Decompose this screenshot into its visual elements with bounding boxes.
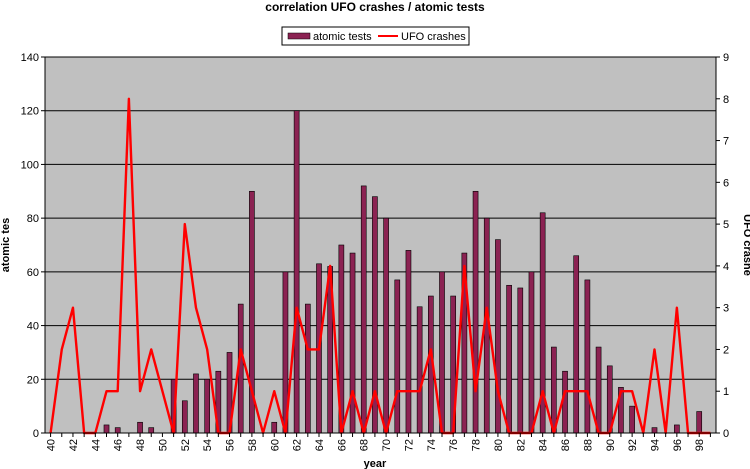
y-tick-label-40: 40: [27, 321, 39, 333]
x-tick-label-48: 48: [135, 439, 147, 451]
y2-tick-label-7: 7: [723, 136, 729, 148]
x-tick-label-94: 94: [649, 439, 661, 451]
bar-96: [674, 424, 680, 434]
x-tick-label-72: 72: [403, 439, 415, 451]
x-tick-label-50: 50: [157, 439, 169, 451]
x-tick-label-66: 66: [336, 439, 348, 451]
x-tick-label-92: 92: [627, 439, 639, 451]
x-tick-label-84: 84: [538, 439, 550, 451]
y2-tick-label-8: 8: [723, 94, 729, 106]
bar-85: [551, 346, 557, 434]
x-tick-label-88: 88: [582, 439, 594, 451]
x-tick-label-76: 76: [448, 439, 460, 451]
y2-tick-label-1: 1: [723, 386, 729, 398]
bar-94: [651, 427, 658, 434]
y2-axis-title: UFO crashe: [741, 214, 750, 276]
bar-88: [584, 279, 591, 434]
legend-label-ufo-crashes: UFO crashes: [401, 31, 466, 43]
legend-label-atomic-tests: atomic tests: [313, 31, 372, 43]
x-tick-label-82: 82: [515, 439, 527, 451]
plot-area: [44, 56, 717, 434]
x-tick-label-80: 80: [493, 439, 505, 451]
bar-46: [114, 427, 121, 434]
y2-tick-label-2: 2: [723, 344, 729, 356]
y2-tick-label-3: 3: [723, 303, 729, 315]
bar-63: [304, 303, 311, 434]
x-tick-label-54: 54: [202, 439, 214, 451]
bar-83: [528, 271, 535, 434]
x-tick-label-86: 86: [560, 439, 572, 451]
y2-tick-label-5: 5: [723, 219, 729, 231]
x-tick-label-78: 78: [471, 439, 483, 451]
y2-tick-label-0: 0: [723, 428, 729, 440]
x-tick-label-90: 90: [605, 439, 617, 451]
y-tick-label-100: 100: [21, 159, 39, 171]
legend-box: [281, 26, 470, 46]
y-tick-label-140: 140: [21, 52, 39, 64]
bar-73: [416, 306, 423, 434]
x-tick-label-56: 56: [225, 439, 237, 451]
x-tick-label-58: 58: [247, 439, 259, 451]
x-axis-title: year: [364, 458, 387, 469]
x-axis-ticks: 40 42 44 46 48 50 52 54 56 58 60 62 64 66 68 70 72 74 76 78…: [46, 433, 711, 451]
x-tick-label-46: 46: [113, 439, 125, 451]
y2-tick-label-4: 4: [723, 261, 729, 273]
bar-45: [103, 424, 110, 434]
bar-89: [595, 346, 602, 434]
bar-54: [204, 378, 210, 434]
y-axis-ticks: 0 20 40 60 80 100 120 140: [21, 52, 45, 440]
bar-71: [394, 279, 401, 434]
bar-87: [573, 255, 580, 434]
bar-62: [293, 110, 300, 434]
x-tick-label-98: 98: [694, 439, 706, 451]
bar-70: [383, 217, 389, 434]
x-tick-label-42: 42: [68, 439, 80, 451]
x-tick-label-74: 74: [426, 439, 438, 451]
y-tick-label-20: 20: [27, 374, 39, 386]
bar-81: [506, 284, 512, 434]
y2-tick-label-9: 9: [723, 52, 729, 64]
y-tick-label-0: 0: [33, 428, 39, 440]
bar-67: [349, 252, 356, 434]
bar-72: [405, 250, 412, 434]
legend-swatch-atomic-tests: [287, 32, 311, 40]
bar-49: [148, 427, 155, 434]
bar-82: [517, 287, 524, 434]
x-tick-label-44: 44: [90, 439, 102, 451]
bar-53: [193, 373, 199, 434]
bar-98: [696, 411, 703, 434]
x-tick-label-52: 52: [180, 439, 192, 451]
bar-78: [472, 190, 479, 434]
x-tick-label-96: 96: [672, 439, 684, 451]
bar-52: [181, 400, 188, 434]
chart-title: correlation UFO crashes / atomic tests: [265, 0, 485, 14]
gridlines: [45, 56, 716, 380]
legend: atomic tests UFO crashes: [281, 26, 470, 46]
bar-48: [137, 421, 143, 434]
y-tick-label-120: 120: [21, 106, 39, 118]
x-tick-label-64: 64: [314, 439, 326, 451]
y-tick-label-80: 80: [27, 213, 39, 225]
x-tick-label-60: 60: [269, 439, 281, 451]
bar-60: [271, 421, 278, 434]
x-tick-label-62: 62: [292, 439, 304, 451]
x-tick-label-40: 40: [46, 439, 58, 451]
bar-92: [629, 405, 635, 434]
bar-80: [495, 239, 501, 434]
bar-75: [439, 271, 445, 434]
bar-68: [360, 185, 367, 434]
axes: [44, 57, 717, 434]
y2-tick-label-6: 6: [723, 177, 729, 189]
y-axis-title: atomic tes: [0, 218, 12, 272]
y2-axis-ticks: 0 1 2 3 4 5 6 7 8 9: [716, 52, 729, 440]
x-tick-label-70: 70: [381, 439, 393, 451]
y-tick-label-60: 60: [27, 267, 39, 279]
x-tick-label-68: 68: [359, 439, 371, 451]
